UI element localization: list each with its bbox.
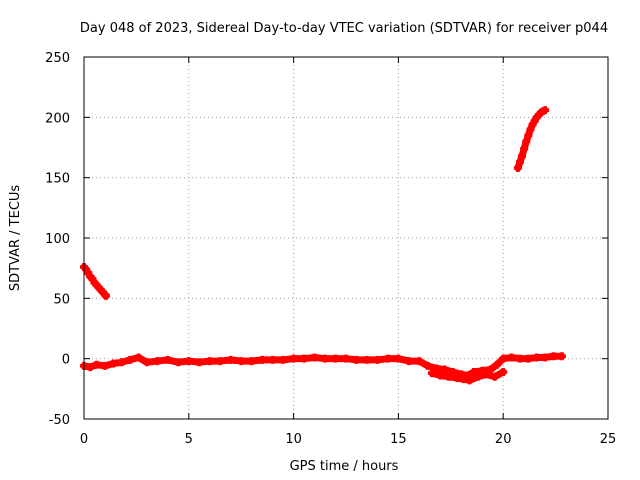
y-axis-label: SDTVAR / TECUs (8, 185, 23, 292)
chart-title: Day 048 of 2023, Sidereal Day-to-day VTE… (80, 21, 608, 36)
grid (84, 57, 608, 419)
x-tick-label: 10 (285, 432, 302, 447)
x-tick-label: 0 (80, 432, 88, 447)
axis-ticks: 0 5 10 15 20 25 -50 0 50 100 150 200 250 (45, 51, 616, 447)
x-tick-label: 15 (390, 432, 407, 447)
series-segment-scatter-dip (427, 367, 508, 385)
y-tick-label: 50 (53, 292, 70, 307)
x-tick-label: 25 (600, 432, 617, 447)
y-tick-label: 200 (45, 111, 70, 126)
y-tick-label: 0 (62, 353, 70, 368)
data-point-band (539, 106, 549, 115)
series-segment-early-descent (80, 262, 111, 300)
data-point-band (101, 291, 110, 300)
data-point-band (491, 368, 507, 381)
x-axis-label: GPS time / hours (290, 459, 399, 474)
series-segment-late-rise (513, 106, 550, 173)
y-tick-label: 250 (45, 51, 70, 66)
series-segment-baseline (80, 352, 566, 380)
x-tick-label: 20 (495, 432, 512, 447)
y-tick-label: 150 (45, 172, 70, 187)
y-tick-label: -50 (49, 413, 70, 428)
data-points (80, 106, 566, 385)
x-tick-label: 5 (185, 432, 193, 447)
plot-frame (83, 56, 609, 420)
y-tick-label: 100 (45, 232, 70, 247)
